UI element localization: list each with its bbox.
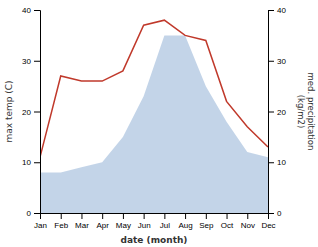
tick-mark [206, 213, 207, 219]
y-axis: 0 10 20 30 40 [22, 6, 40, 218]
tick-mark [247, 213, 248, 219]
tick-label: Apr [96, 221, 109, 230]
temperature-line [40, 20, 268, 157]
tick-label: Sep [199, 221, 214, 230]
tick: 10 [268, 158, 286, 167]
tick-label: Nov [241, 221, 255, 230]
tick-label: 20 [277, 108, 286, 117]
tick: Jan [34, 213, 47, 230]
tick-mark [185, 213, 186, 219]
tick-label: May [116, 221, 131, 230]
tick-label: 20 [22, 108, 31, 117]
tick-mark [34, 162, 40, 163]
tick-mark [34, 10, 40, 11]
y-axis-title: max temp (C) [4, 80, 14, 142]
tick-mark [34, 112, 40, 113]
tick-label: Jun [138, 221, 151, 230]
tick: Sep [199, 213, 214, 230]
tick-label: Oct [221, 221, 234, 230]
tick-label: 40 [277, 6, 286, 15]
y2-axis-title-line: med. precipitation [306, 73, 316, 151]
tick-label: 10 [277, 158, 286, 167]
y2-axis-title: med. precipitation(kg/m2) [296, 73, 316, 151]
tick: 40 [22, 6, 40, 15]
tick-mark [81, 213, 82, 219]
axis-line [269, 11, 275, 214]
tick-mark [144, 213, 145, 219]
y2-axis: 0 10 20 30 40 [268, 6, 286, 218]
tick-mark [268, 61, 274, 62]
tick-label: Dec [261, 221, 275, 230]
tick: Feb [54, 213, 68, 230]
chart: JanFebMarAprMayJunJulAugSepOctNovDec0102… [0, 0, 318, 247]
tick-mark [123, 213, 124, 219]
tick: Mar [75, 213, 89, 230]
tick: 20 [268, 108, 286, 117]
tick-label: 0 [27, 209, 32, 218]
tick: Jul [160, 213, 170, 230]
tick-mark [227, 213, 228, 219]
tick-label: 30 [22, 57, 31, 66]
tick: 30 [268, 57, 286, 66]
tick-label: 40 [22, 6, 31, 15]
tick-mark [268, 112, 274, 113]
tick-mark [164, 213, 165, 219]
tick: 10 [22, 158, 40, 167]
tick: May [116, 213, 131, 230]
tick: 30 [22, 57, 40, 66]
tick: Nov [241, 213, 255, 230]
tick-label: Jul [160, 221, 170, 230]
axis-line [34, 11, 41, 214]
axis-line [41, 214, 269, 220]
tick-label: 0 [277, 209, 282, 218]
tick-mark [34, 213, 40, 214]
tick: Oct [221, 213, 234, 230]
tick-mark [61, 213, 62, 219]
tick-label: Feb [54, 221, 68, 230]
tick-mark [102, 213, 103, 219]
precipitation-area [40, 35, 268, 213]
tick-label: 10 [22, 158, 31, 167]
tick: Jun [138, 213, 151, 230]
tick: 0 [268, 209, 282, 218]
tick-mark [268, 10, 274, 11]
tick: 20 [22, 108, 40, 117]
tick-label: Aug [178, 221, 192, 230]
tick-mark [268, 213, 274, 214]
plot: JanFebMarAprMayJunJulAugSepOctNovDec0102… [4, 6, 316, 245]
tick: 0 [27, 209, 40, 218]
tick-label: Mar [75, 221, 89, 230]
tick-mark [268, 162, 274, 163]
tick: Aug [178, 213, 192, 230]
tick-label: Jan [34, 221, 47, 230]
marks [40, 20, 268, 213]
tick: 40 [268, 6, 286, 15]
tick: Dec [261, 213, 275, 230]
tick-label: 30 [277, 57, 286, 66]
x-axis: Jan Feb Mar Apr May Jun Jul Aug Sep Oct Nov Dec [34, 213, 276, 230]
y2-axis-title-line: (kg/m2) [296, 95, 306, 129]
x-axis-title: date (month) [121, 235, 188, 245]
tick-mark [34, 61, 40, 62]
tick: Apr [96, 213, 109, 230]
